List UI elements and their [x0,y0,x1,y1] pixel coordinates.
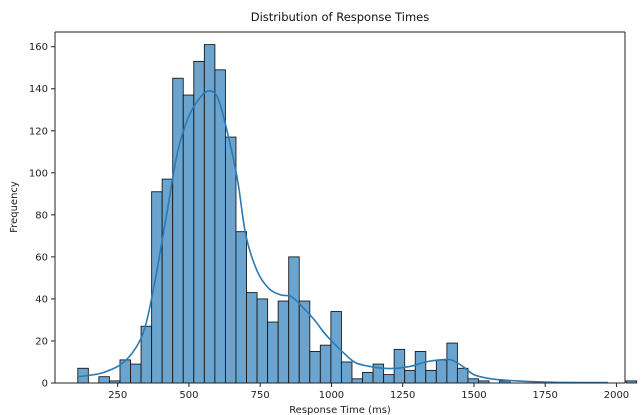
y-ticks: 0 20 40 60 80 100 120 140 160 [29,42,55,390]
x-tick-label: 500 [179,390,198,401]
histogram-bar [267,321,279,384]
histogram-bars [77,44,638,384]
histogram-bar [224,136,237,384]
histogram-bar [435,359,448,384]
y-axis-label: Frequency [9,181,20,233]
histogram-bar [446,342,458,384]
histogram-bar [330,311,342,384]
x-tick-label: 750 [251,390,270,401]
histogram-bar [467,378,479,384]
histogram-bar [362,372,374,384]
x-tick-label: 1750 [532,390,557,401]
histogram-bar [414,351,427,384]
histogram-bar [625,380,638,384]
axes [54,31,626,384]
y-tick-label: 140 [29,84,48,95]
histogram-bar [98,376,110,384]
histogram-bar [288,256,300,384]
y-tick-label: 20 [35,336,48,347]
x-tick-label: 250 [108,390,127,401]
kde-curve [77,90,608,384]
histogram-bar [246,292,258,384]
y-tick-label: 160 [29,42,48,53]
y-tick-label: 60 [35,252,48,263]
y-tick-label: 40 [35,294,48,305]
histogram-bar [351,378,363,384]
y-tick-label: 80 [35,210,48,221]
histogram-bar [256,298,269,384]
histogram-bar [425,369,437,384]
histogram-bar [456,367,469,384]
x-tick-label: 1000 [319,390,344,401]
y-tick-label: 0 [42,379,48,390]
y-tick-label: 100 [29,168,48,179]
histogram-bar [340,361,353,384]
x-tick-label: 2000 [604,390,629,401]
x-ticks: 250 500 750 1000 1250 1500 1750 2000 [108,383,629,401]
x-tick-label: 1500 [461,390,486,401]
histogram-bar [235,231,247,384]
histogram-bar [172,77,184,384]
y-tick-label: 120 [29,126,48,137]
histogram-bar [203,44,216,384]
histogram-bar [182,94,195,384]
histogram-bar [404,369,416,384]
histogram-bar [277,300,290,384]
x-axis-label: Response Time (ms) [289,405,391,415]
histogram-bar [130,363,142,384]
histogram-bar [393,348,406,384]
chart-title: Distribution of Response Times [251,10,430,24]
x-tick-label: 1250 [390,390,415,401]
histogram-bar [319,344,332,384]
histogram-bar [309,351,321,384]
histogram-bar [383,374,395,384]
histogram-bar [193,60,205,384]
